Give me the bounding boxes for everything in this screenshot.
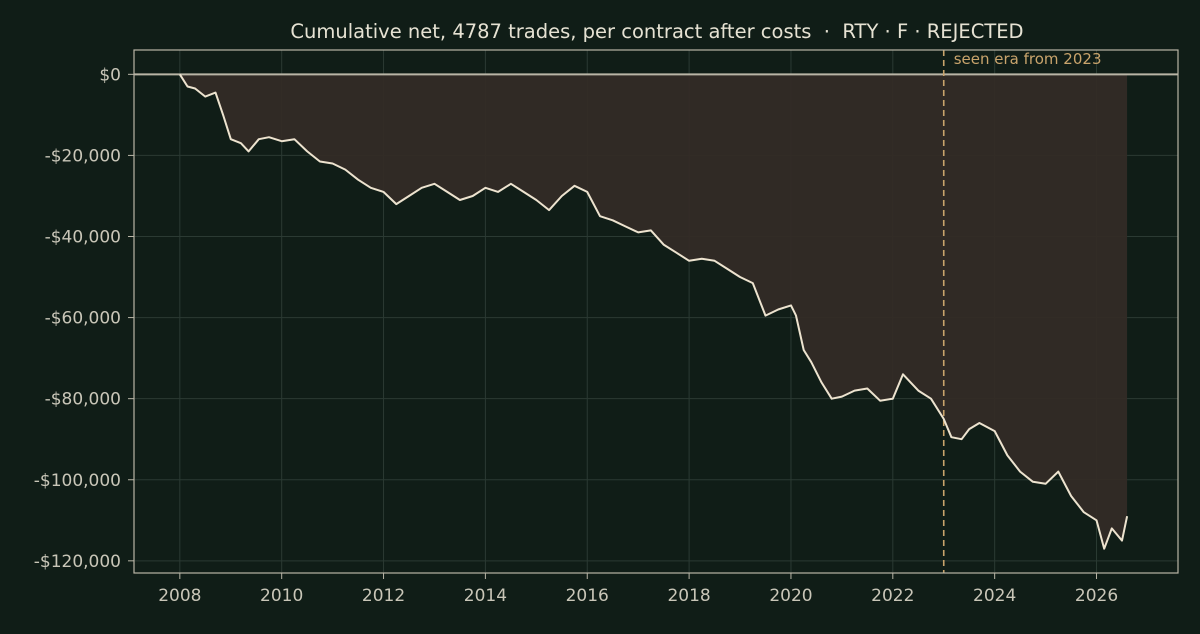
y-tick-label: -$20,000 [45, 146, 121, 166]
y-tick-label: -$60,000 [45, 309, 121, 329]
axis-layer: 2008 2010 2012 2014 2016 2018 2020 2022 2024 2026… [34, 65, 1118, 606]
x-tick-label: 2024 [973, 586, 1016, 606]
y-tick-label: -$80,000 [45, 390, 121, 410]
x-tick-label: 2020 [769, 586, 812, 606]
x-tick-label: 2012 [362, 586, 405, 606]
x-tick-label: 2014 [464, 586, 507, 606]
x-tick-label: 2016 [566, 586, 609, 606]
seen-era-annotation: seen era from 2023 [954, 50, 1102, 68]
chart-title: Cumulative net, 4787 trades, per contrac… [290, 20, 1023, 43]
plot-frame [133, 49, 1179, 574]
y-tick-label: -$100,000 [34, 471, 121, 491]
x-tick-label: 2026 [1075, 586, 1118, 606]
x-tick-label: 2008 [158, 586, 201, 606]
y-tick-label: $0 [99, 65, 121, 85]
y-tick-label: -$40,000 [45, 227, 121, 247]
y-tick-label: -$120,000 [34, 552, 121, 572]
x-tick-label: 2010 [260, 586, 303, 606]
x-tick-label: 2022 [871, 586, 914, 606]
drawdown-area-fill [179, 74, 1128, 549]
x-tick-label: 2018 [667, 586, 710, 606]
cumulative-net-line [178, 73, 1129, 550]
